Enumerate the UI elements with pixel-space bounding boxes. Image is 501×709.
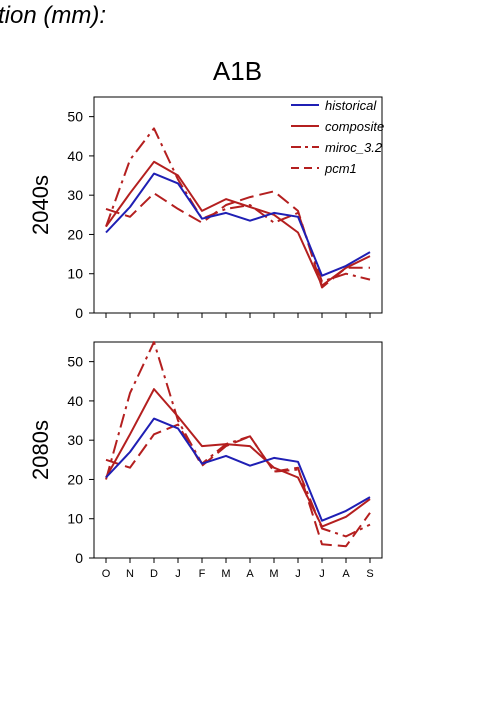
panel-2080s: 0 10 20 30 40 50 O N D J F M A M J J A S 2080s bbox=[28, 341, 383, 580]
x-tick-label: M bbox=[221, 568, 230, 580]
y-tick-label: 40 bbox=[67, 393, 83, 409]
x-tick-label: D bbox=[150, 568, 158, 580]
chart-panels: 0 10 20 30 40 50 2040s historical composite miroc… bbox=[28, 96, 384, 580]
y-tick-label: 50 bbox=[67, 354, 83, 370]
y-tick-label: 40 bbox=[67, 148, 83, 164]
y-tick-label: 30 bbox=[67, 187, 83, 203]
legend-label-historical: historical bbox=[325, 98, 377, 113]
series-line-pcm1 bbox=[105, 423, 371, 548]
page-title: tion (mm): bbox=[0, 2, 106, 29]
series-line-pcm1 bbox=[105, 190, 370, 289]
x-tick-label: O bbox=[102, 568, 111, 580]
plot-frame bbox=[93, 96, 383, 314]
series-line-miroc_3.2 bbox=[105, 341, 371, 538]
series-line-historical bbox=[105, 172, 371, 277]
series-line-composite bbox=[105, 160, 371, 287]
y-tick-label: 30 bbox=[67, 432, 83, 448]
panel-2040s: 0 10 20 30 40 50 2040s historical composite miroc… bbox=[28, 96, 384, 321]
y-tick-label: 50 bbox=[67, 109, 83, 125]
legend-label-pcm1: pcm1 bbox=[324, 161, 357, 176]
x-tick-label: A bbox=[342, 568, 350, 580]
x-tick-label: J bbox=[319, 568, 325, 580]
x-tick-label: M bbox=[269, 568, 278, 580]
series-line-historical bbox=[105, 417, 371, 522]
x-tick-label: J bbox=[295, 568, 301, 580]
x-tick-label: S bbox=[366, 568, 373, 580]
y-tick-label: 20 bbox=[67, 226, 83, 242]
legend-label-miroc_3.2: miroc_3.2 bbox=[325, 140, 383, 155]
x-tick-label: F bbox=[199, 568, 206, 580]
x-tick-label: J bbox=[175, 568, 181, 580]
y-tick-label: 10 bbox=[67, 266, 83, 282]
series-line-miroc_3.2 bbox=[105, 127, 371, 283]
panel-label-2040s: 2040s bbox=[28, 175, 53, 235]
y-tick-label: 10 bbox=[67, 511, 83, 527]
series-line-composite bbox=[105, 388, 371, 528]
x-tick-label: A bbox=[246, 568, 254, 580]
y-tick-label: 20 bbox=[67, 471, 83, 487]
y-tick-label: 0 bbox=[75, 550, 83, 566]
y-tick-label: 0 bbox=[75, 305, 83, 321]
panel-label-2080s: 2080s bbox=[28, 420, 53, 480]
scenario-title: A1B bbox=[212, 56, 263, 86]
plot-frame bbox=[93, 341, 383, 559]
x-tick-label: N bbox=[126, 568, 134, 580]
legend-label-composite: composite bbox=[325, 119, 384, 134]
